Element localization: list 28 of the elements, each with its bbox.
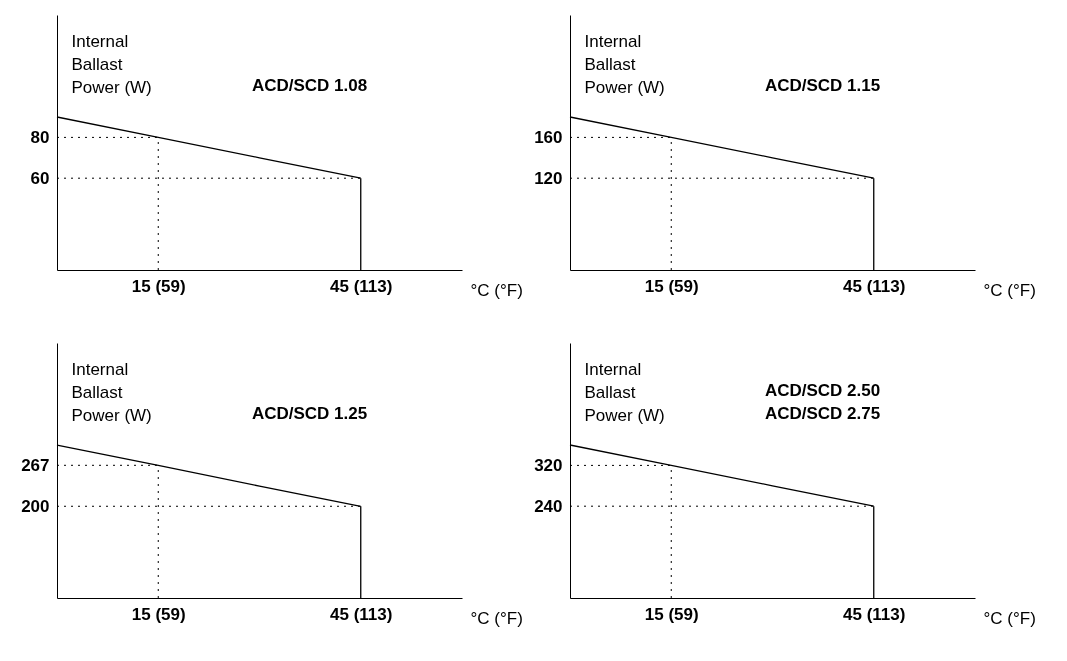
y-tick-label: 320	[534, 455, 563, 475]
y-tick-label: 60	[30, 168, 50, 188]
y-axis-title: Internal Ballast Power (W)	[584, 359, 665, 425]
x-tick-label: 15 (59)	[644, 276, 699, 296]
x-tick-label: 15 (59)	[644, 604, 699, 624]
y-tick-label: 160	[534, 127, 563, 147]
x-tick-label: 45 (113)	[843, 604, 906, 624]
x-tick-label: 15 (59)	[131, 276, 186, 296]
y-tick-label: 267	[21, 455, 50, 475]
x-axis-title: °C (°F)	[470, 608, 523, 628]
y-axis-title: Internal Ballast Power (W)	[584, 31, 665, 97]
y-tick-label: 200	[21, 496, 50, 516]
text: ACD/SCD 2.50 ACD/SCD 2.75	[764, 381, 881, 423]
y-axis-title: Internal Ballast Power (W)	[71, 359, 152, 425]
x-axis-title: °C (°F)	[983, 608, 1036, 628]
text: ACD/SCD 1.15	[764, 76, 881, 95]
y-tick-label: 120	[534, 168, 563, 188]
x-tick-label: 45 (113)	[843, 276, 906, 296]
text: ACD/SCD 1.08	[251, 76, 368, 95]
y-tick-label: 240	[534, 496, 563, 516]
x-tick-label: 45 (113)	[330, 276, 393, 296]
y-axis-title: Internal Ballast Power (W)	[71, 31, 152, 97]
text: ACD/SCD 1.25	[251, 404, 368, 423]
y-tick-label: 80	[30, 127, 50, 147]
x-tick-label: 45 (113)	[330, 604, 393, 624]
x-axis-title: °C (°F)	[470, 280, 523, 300]
x-tick-label: 15 (59)	[131, 604, 186, 624]
x-axis-title: °C (°F)	[983, 280, 1036, 300]
